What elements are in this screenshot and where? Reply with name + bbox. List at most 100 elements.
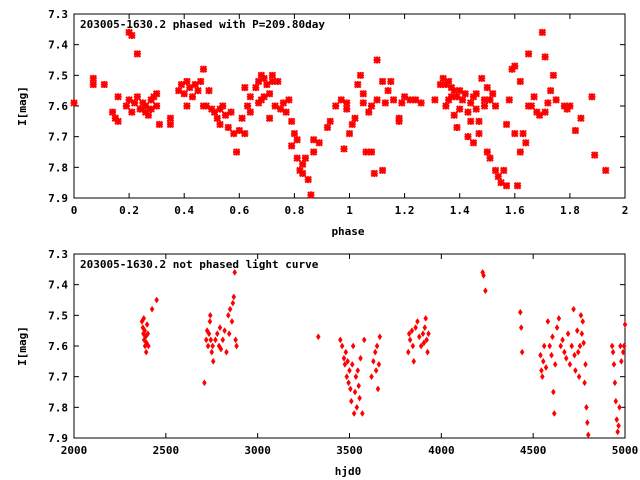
data-point (232, 148, 241, 156)
data-point (502, 120, 511, 129)
data-point (180, 90, 188, 98)
data-point (618, 342, 623, 350)
data-point (220, 336, 226, 344)
data-point (227, 108, 235, 116)
data-point (70, 99, 78, 107)
data-point (413, 324, 418, 332)
data-point (287, 117, 296, 126)
data-point (199, 65, 208, 73)
data-point (491, 102, 500, 110)
data-point (374, 342, 380, 350)
data-point (298, 169, 307, 178)
y-tick-label: 7.8 (48, 161, 68, 174)
data-point (351, 114, 359, 122)
data-point (343, 105, 351, 113)
y-tick-label: 7.6 (48, 100, 68, 113)
data-point (387, 77, 395, 86)
data-point (142, 327, 148, 335)
data-point (315, 333, 321, 341)
data-point (337, 96, 345, 104)
data-point (376, 360, 382, 368)
data-point (483, 83, 491, 92)
data-point (243, 102, 252, 110)
data-point (378, 166, 387, 175)
data-point (287, 142, 296, 150)
x-tick-label: 3000 (244, 444, 271, 457)
data-point (483, 148, 491, 156)
data-point (411, 357, 417, 365)
data-point (439, 74, 447, 83)
y-axis-label: I[mag] (16, 326, 29, 366)
data-point (372, 348, 378, 356)
data-point (166, 120, 175, 129)
data-point (538, 28, 547, 37)
data-point (166, 114, 175, 122)
data-point (580, 318, 586, 325)
data-point (188, 93, 197, 101)
data-point (290, 129, 299, 138)
data-point (341, 354, 347, 362)
data-point (210, 108, 219, 116)
data-point (395, 117, 403, 126)
data-point (359, 90, 367, 98)
data-point (516, 77, 525, 86)
data-point (348, 120, 356, 129)
data-point (424, 336, 429, 344)
data-point (340, 145, 348, 153)
data-point (398, 99, 406, 107)
data-point (422, 324, 428, 332)
data-point (469, 139, 478, 147)
data-point (556, 314, 562, 322)
chart-title: 203005-1630.2 phased with P=209.80day (80, 18, 325, 31)
data-point (222, 327, 227, 335)
data-point (203, 336, 209, 344)
data-point (409, 327, 415, 335)
y-tick-label: 7.7 (48, 131, 68, 144)
data-point (122, 102, 131, 110)
data-point (551, 388, 556, 396)
data-point (552, 96, 560, 104)
data-point (410, 342, 416, 350)
data-point (323, 123, 332, 132)
data-point (450, 111, 458, 119)
data-point (616, 422, 621, 430)
data-point (560, 336, 565, 344)
data-point (464, 132, 472, 141)
data-point (411, 96, 420, 104)
data-point (513, 182, 522, 190)
data-point (191, 80, 199, 89)
data-point (407, 336, 413, 344)
data-point (541, 108, 549, 116)
data-point (202, 102, 210, 110)
data-point (154, 296, 159, 304)
data-point (472, 90, 480, 98)
x-tick-label: 1.2 (395, 204, 415, 217)
data-point (539, 367, 544, 374)
data-point (522, 139, 530, 147)
data-point (358, 354, 363, 362)
data-point (233, 336, 238, 344)
data-point (144, 321, 150, 328)
data-point (378, 77, 387, 86)
data-point (540, 373, 545, 381)
data-point (431, 96, 439, 104)
data-point (577, 114, 585, 122)
data-point (221, 111, 230, 119)
data-point (450, 86, 458, 95)
data-point (464, 108, 472, 116)
data-point (128, 31, 136, 40)
data-point (582, 379, 587, 387)
data-point (219, 102, 227, 110)
x-tick-label: 2 (622, 204, 629, 217)
data-point (491, 166, 500, 175)
data-point (609, 342, 615, 350)
data-point (268, 71, 277, 80)
x-axis-label: hjd0 (335, 465, 362, 478)
data-point (588, 93, 596, 101)
data-point (590, 151, 599, 159)
data-point (207, 311, 213, 319)
data-point (263, 80, 271, 89)
data-point (563, 354, 569, 362)
data-point (565, 330, 571, 338)
y-axis-label: I[mag] (16, 86, 29, 126)
